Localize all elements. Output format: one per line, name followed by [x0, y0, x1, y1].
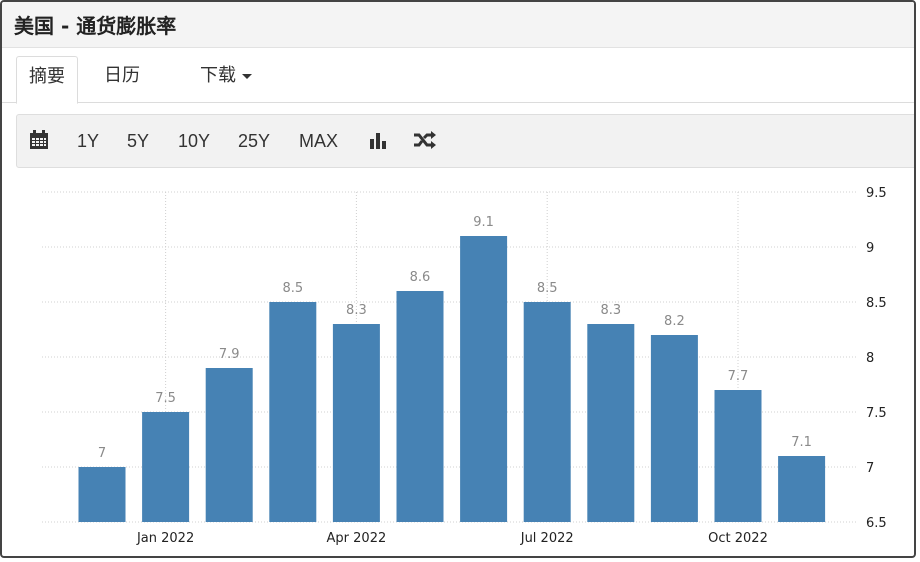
bar[interactable] [78, 467, 126, 522]
range-25y-button[interactable]: 25Y [238, 131, 271, 151]
bar[interactable] [205, 368, 253, 522]
bar[interactable] [523, 302, 571, 522]
calendar-icon[interactable] [29, 130, 49, 155]
tab-bar: 摘要 日历 下载 [2, 48, 914, 104]
bar[interactable] [650, 335, 698, 522]
tab-summary-label: 摘要 [29, 66, 65, 87]
tab-calendar[interactable]: 日历 [104, 56, 140, 104]
data-label: 7.1 [791, 435, 812, 450]
inflation-bar-chart: 6.5 7 7.5 8 8.5 9 9.5 Jan 2022 Apr 2022 Jul 2022 O… [42, 186, 887, 546]
x-tick-label: Jan 2022 [136, 531, 194, 546]
bar[interactable] [460, 236, 508, 522]
data-label: 8.3 [346, 303, 367, 318]
data-label: 7 [98, 446, 106, 461]
data-label: 8.2 [664, 314, 685, 329]
range-max-button[interactable]: MAX [299, 131, 339, 151]
x-tick-label: Oct 2022 [708, 531, 768, 546]
bar[interactable] [332, 324, 380, 522]
tab-download-label: 下载 [200, 65, 236, 86]
x-tick-label: Jul 2022 [520, 531, 574, 546]
data-label: 8.6 [410, 270, 431, 285]
bar[interactable] [142, 412, 190, 522]
bar[interactable] [778, 456, 826, 522]
y-tick-label: 9.5 [866, 186, 887, 201]
shuffle-icon[interactable] [413, 130, 437, 155]
y-tick-label: 7 [866, 461, 874, 476]
y-tick-label: 8 [866, 351, 874, 366]
tab-download[interactable]: 下载 [200, 56, 252, 104]
data-label: 8.3 [600, 303, 621, 318]
y-tick-label: 6.5 [866, 516, 887, 531]
data-label: 7.7 [728, 369, 749, 384]
bar-chart-icon[interactable] [369, 130, 389, 155]
y-tick-label: 7.5 [866, 406, 887, 421]
chart-toolbar: 1Y 5Y 10Y 25Y MAX [16, 114, 914, 168]
data-label: 8.5 [537, 281, 558, 296]
y-tick-label: 9 [866, 241, 874, 256]
range-5y-button[interactable]: 5Y [127, 131, 150, 151]
bar[interactable] [587, 324, 635, 522]
data-label: 7.5 [155, 391, 176, 406]
tab-summary[interactable]: 摘要 [16, 56, 78, 104]
bar[interactable] [396, 291, 444, 522]
range-10y-button[interactable]: 10Y [178, 131, 211, 151]
data-label: 9.1 [473, 215, 494, 230]
bar[interactable] [714, 390, 762, 522]
y-tick-label: 8.5 [866, 296, 887, 311]
data-label: 7.9 [219, 347, 240, 362]
title-bar: 美国 - 通货膨胀率 [2, 2, 914, 48]
data-label: 8.5 [282, 281, 303, 296]
caret-down-icon [242, 73, 252, 79]
page-title: 美国 - 通货膨胀率 [14, 14, 177, 38]
bar[interactable] [269, 302, 317, 522]
range-1y-button[interactable]: 1Y [77, 131, 100, 151]
tab-calendar-label: 日历 [104, 65, 140, 86]
x-tick-label: Apr 2022 [327, 531, 387, 546]
